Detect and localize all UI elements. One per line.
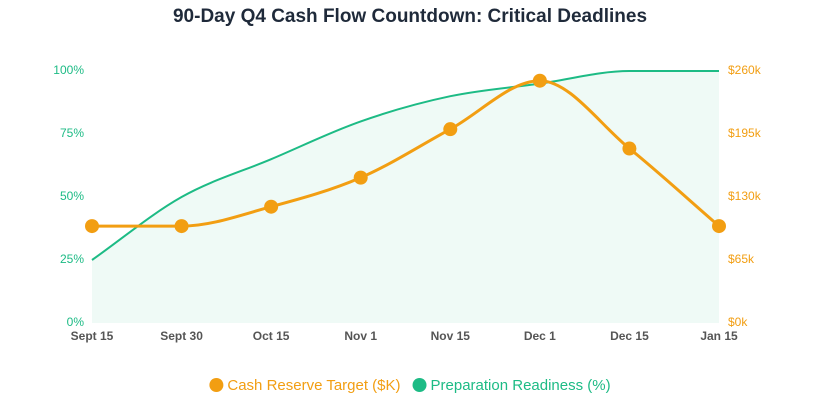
x-tick-label: Jan 15 <box>700 329 738 343</box>
legend-marker <box>412 378 427 392</box>
y-tick-label: 100% <box>53 63 84 77</box>
point <box>443 122 458 137</box>
y-tick-label: 0% <box>67 315 85 329</box>
y-tick-label: 25% <box>60 252 84 266</box>
legend-marker <box>209 378 224 392</box>
x-tick-label: Nov 15 <box>431 329 471 343</box>
x-tick-label: Dec 15 <box>610 329 649 343</box>
y2-tick-label: $0k <box>728 315 748 329</box>
legend-label: Cash Reserve Target ($K) <box>227 377 400 394</box>
x-tick-label: Oct 15 <box>253 329 290 343</box>
area <box>92 71 719 323</box>
y2-tick-label: $65k <box>728 252 755 266</box>
line <box>91 69 719 261</box>
point <box>174 219 189 234</box>
point <box>712 219 726 234</box>
y2-tick-label: $260k <box>728 63 762 77</box>
chart-title: 90-Day Q4 Cash Flow Countdown: Critical … <box>173 6 647 27</box>
x-tick-label: Dec 1 <box>524 329 556 343</box>
point <box>532 73 547 88</box>
legend-item: Cash Reserve Target ($K) <box>209 377 401 394</box>
legend-item: Preparation Readiness (%) <box>412 377 611 394</box>
y-tick-label: 50% <box>60 189 84 203</box>
y2-tick-label: $130k <box>728 189 762 203</box>
point <box>622 141 637 156</box>
legend-label: Preparation Readiness (%) <box>431 377 611 394</box>
legend: Cash Reserve Target ($K) Preparation Read… <box>209 377 611 394</box>
point <box>264 199 279 214</box>
point <box>85 219 99 234</box>
x-tick-label: Nov 1 <box>344 329 377 343</box>
point <box>353 170 368 185</box>
x-tick-label: Sept 30 <box>160 329 203 343</box>
y-tick-label: 75% <box>60 126 84 140</box>
line <box>91 79 720 228</box>
y2-tick-label: $195k <box>728 126 762 140</box>
x-tick-label: Sept 15 <box>71 329 114 343</box>
